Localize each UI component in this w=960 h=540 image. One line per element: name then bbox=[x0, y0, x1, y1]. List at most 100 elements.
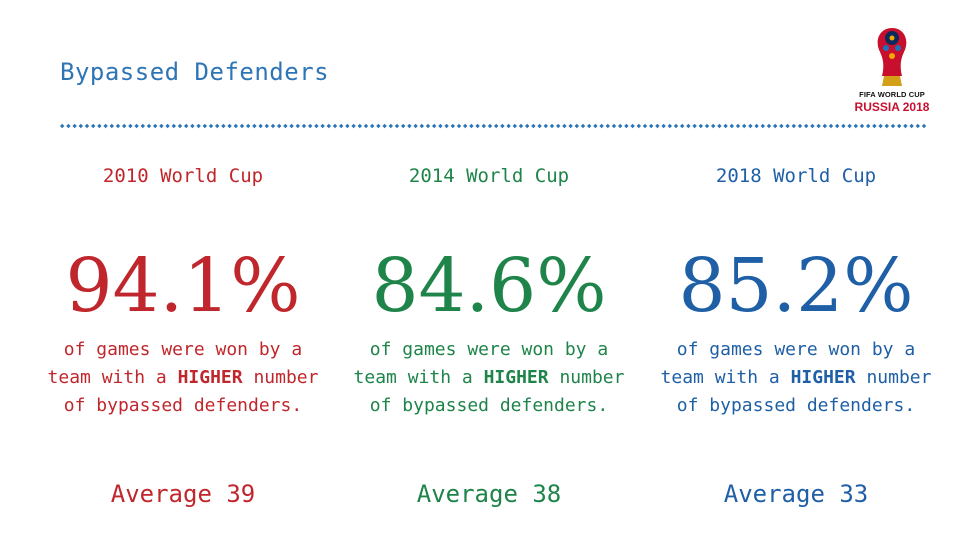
divider-dot bbox=[78, 123, 83, 129]
divider-dot bbox=[773, 123, 778, 129]
divider-dot bbox=[481, 123, 486, 129]
column-heading: 2014 World Cup bbox=[408, 165, 570, 187]
divider-dot bbox=[624, 123, 629, 129]
divider-dot bbox=[667, 123, 672, 129]
divider-dot bbox=[66, 123, 71, 129]
divider-dot bbox=[711, 123, 716, 129]
divider-dot bbox=[661, 123, 666, 129]
world-cup-logo: FIFA WORLD CUP RUSSIA 2018 bbox=[846, 24, 938, 114]
divider-dot bbox=[797, 123, 803, 129]
divider-dot bbox=[351, 123, 356, 129]
divider-dot bbox=[469, 123, 474, 129]
divider-dot bbox=[252, 123, 257, 129]
divider-dot bbox=[140, 123, 145, 129]
description-prefix: of games were won by a team with a bbox=[660, 339, 916, 388]
fifa-world-cup-trophy-icon bbox=[877, 28, 907, 86]
divider-dot bbox=[239, 123, 245, 129]
divider-dot bbox=[444, 123, 449, 129]
divider-dot bbox=[673, 123, 679, 129]
divider-dot bbox=[816, 123, 821, 129]
average-value: Average 38 bbox=[416, 480, 562, 508]
divider-dot bbox=[735, 123, 741, 129]
average-value: Average 39 bbox=[110, 480, 256, 508]
divider-dot bbox=[841, 123, 846, 129]
divider-dot bbox=[450, 123, 455, 129]
column-description: of games were won by a team with a HIGHE… bbox=[656, 336, 936, 420]
logo-text-line2: RUSSIA 2018 bbox=[854, 100, 930, 114]
divider-dot bbox=[909, 123, 914, 129]
divider-dot bbox=[308, 123, 313, 129]
divider-dot bbox=[196, 123, 201, 129]
divider-dot bbox=[531, 123, 536, 129]
win-percentage: 84.6% bbox=[371, 243, 607, 329]
divider-dot bbox=[475, 123, 480, 129]
divider-dot bbox=[593, 123, 598, 129]
divider-dot bbox=[72, 123, 77, 129]
divider-dot bbox=[779, 123, 784, 129]
divider-dot bbox=[289, 123, 294, 129]
column-description: of games were won by a team with a HIGHE… bbox=[349, 336, 629, 420]
divider-dot bbox=[729, 123, 734, 129]
divider-dot bbox=[227, 123, 232, 129]
divider-dot bbox=[897, 123, 902, 129]
divider-dot bbox=[828, 123, 834, 129]
divider-dot bbox=[394, 123, 400, 129]
divider-dot bbox=[618, 123, 623, 129]
divider-dot bbox=[363, 123, 369, 129]
logo-text-line1: FIFA WORLD CUP bbox=[859, 90, 925, 99]
divider-dot bbox=[419, 123, 424, 129]
divider-dot bbox=[500, 123, 505, 129]
divider-dot bbox=[853, 123, 858, 129]
divider-dot bbox=[692, 123, 697, 129]
divider-dot bbox=[717, 123, 722, 129]
divider-dot bbox=[270, 123, 276, 129]
divider-dot bbox=[642, 123, 648, 129]
divider-dot bbox=[339, 123, 344, 129]
divider-dot bbox=[754, 123, 759, 129]
divider-dot bbox=[574, 123, 579, 129]
divider-dot bbox=[810, 123, 815, 129]
divider-dot bbox=[748, 123, 753, 129]
divider-dot bbox=[388, 123, 393, 129]
divider-dot bbox=[822, 123, 827, 129]
divider-dot bbox=[537, 123, 542, 129]
divider-dot bbox=[153, 123, 158, 129]
divider-dot bbox=[636, 123, 641, 129]
description-highlight: HIGHER bbox=[177, 367, 243, 388]
description-highlight: HIGHER bbox=[483, 367, 549, 388]
average-value: Average 33 bbox=[723, 480, 869, 508]
column-heading: 2010 World Cup bbox=[102, 165, 264, 187]
divider-dot bbox=[283, 123, 288, 129]
divider-dot bbox=[128, 123, 133, 129]
description-suffix: number of bypassed defenders. bbox=[63, 367, 319, 416]
win-percentage: 94.1% bbox=[65, 243, 301, 329]
divider-dot bbox=[556, 123, 561, 129]
divider-dot bbox=[413, 123, 418, 129]
divider-dot bbox=[915, 123, 920, 129]
divider-dot bbox=[835, 123, 840, 129]
divider-dot bbox=[221, 123, 226, 129]
divider-dot bbox=[115, 123, 121, 129]
divider-dot bbox=[357, 123, 362, 129]
divider-dot bbox=[549, 123, 555, 129]
divider-dot bbox=[890, 123, 896, 129]
divider-dot bbox=[847, 123, 852, 129]
divider-dot bbox=[122, 123, 127, 129]
divider-dot bbox=[456, 123, 462, 129]
divider-dot bbox=[301, 123, 307, 129]
divider-dot bbox=[258, 123, 263, 129]
divider-dot bbox=[233, 123, 238, 129]
divider-dot bbox=[165, 123, 170, 129]
description-prefix: of games were won by a team with a bbox=[47, 339, 303, 388]
column-heading: 2018 World Cup bbox=[715, 165, 877, 187]
divider-dot bbox=[264, 123, 269, 129]
divider-dot bbox=[903, 123, 908, 129]
divider-dot bbox=[326, 123, 331, 129]
divider-dot bbox=[568, 123, 573, 129]
dotted-divider bbox=[60, 123, 927, 129]
divider-dot bbox=[742, 123, 747, 129]
divider-dot bbox=[698, 123, 703, 129]
divider-dot bbox=[611, 123, 617, 129]
divider-dot bbox=[97, 123, 102, 129]
divider-dot bbox=[543, 123, 548, 129]
